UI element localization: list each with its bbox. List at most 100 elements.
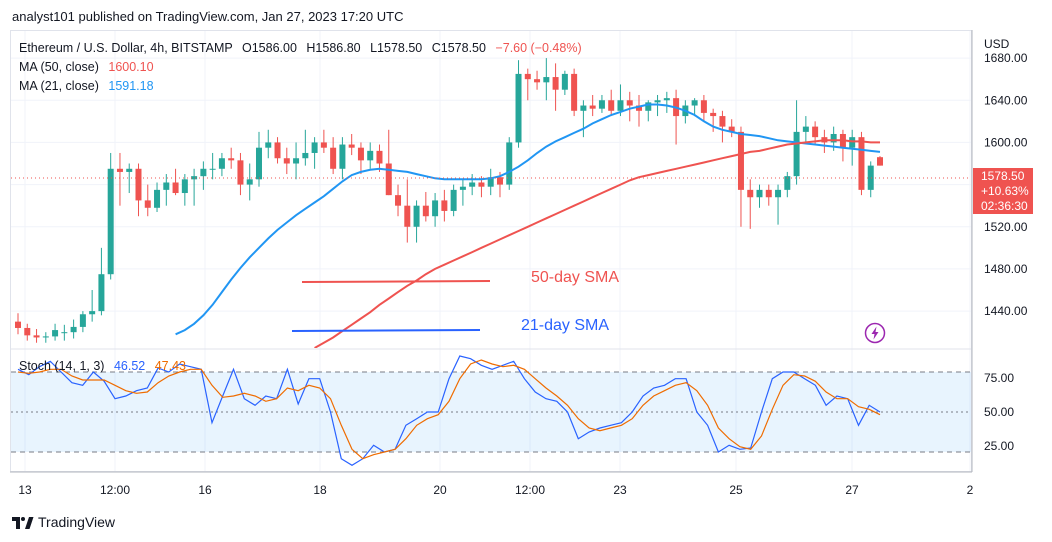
ohlc-close: C1578.50 bbox=[431, 41, 486, 55]
candle-body-78 bbox=[737, 131, 744, 190]
candle-body-82 bbox=[775, 189, 782, 198]
candle-body-35 bbox=[339, 144, 346, 169]
candle-body-18 bbox=[181, 179, 188, 194]
lightning-icon[interactable] bbox=[864, 322, 886, 344]
candle-8 bbox=[89, 290, 96, 322]
candle-62 bbox=[589, 94, 596, 117]
candle-93 bbox=[877, 156, 883, 166]
candle-10 bbox=[107, 152, 114, 280]
candle-body-74 bbox=[700, 100, 707, 113]
candle-body-16 bbox=[163, 182, 170, 190]
candle-body-56 bbox=[534, 79, 541, 83]
candle-body-86 bbox=[812, 126, 819, 138]
sma50-annotation: 50-day SMA bbox=[531, 269, 620, 286]
candle-9 bbox=[98, 247, 105, 316]
candle-53 bbox=[506, 137, 513, 190]
stoch-tick-1: 50.00 bbox=[984, 405, 1014, 419]
candle-0 bbox=[15, 313, 21, 335]
candle-body-26 bbox=[255, 147, 262, 180]
candle-68 bbox=[645, 100, 652, 122]
candle-13 bbox=[135, 163, 142, 217]
time-tick-6: 23 bbox=[613, 483, 627, 497]
candle-body-8 bbox=[89, 311, 96, 315]
candle-61 bbox=[580, 100, 587, 138]
candle-body-0 bbox=[15, 321, 21, 328]
stoch-lines-group bbox=[17, 355, 881, 467]
candle-body-57 bbox=[543, 77, 550, 83]
candle-38 bbox=[367, 142, 374, 169]
ma50-value: 1600.10 bbox=[108, 60, 154, 74]
ma21-legend-row: MA (21, close) 1591.18 bbox=[19, 77, 582, 96]
tradingview-logo-icon bbox=[12, 517, 34, 530]
candle-34 bbox=[330, 137, 337, 175]
candle-body-22 bbox=[218, 158, 225, 169]
candle-92 bbox=[867, 161, 874, 198]
candle-33 bbox=[320, 129, 327, 153]
candle-body-28 bbox=[274, 142, 281, 159]
candle-body-90 bbox=[849, 137, 856, 148]
candle-32 bbox=[311, 137, 318, 169]
candle-85 bbox=[802, 116, 809, 143]
candle-37 bbox=[357, 142, 364, 175]
candle-body-40 bbox=[385, 163, 392, 196]
candle-63 bbox=[598, 94, 605, 113]
currency-label: USD bbox=[984, 37, 1010, 51]
candle-body-49 bbox=[469, 182, 476, 187]
candle-body-33 bbox=[320, 142, 327, 148]
ma21-label: MA (21, close) bbox=[19, 79, 99, 93]
candle-body-85 bbox=[802, 126, 809, 132]
time-tick-4: 20 bbox=[433, 483, 447, 497]
candle-body-32 bbox=[311, 142, 318, 153]
candle-42 bbox=[404, 179, 411, 243]
ohlc-low: L1578.50 bbox=[370, 41, 423, 55]
candle-36 bbox=[348, 133, 355, 156]
candle-40 bbox=[385, 129, 392, 196]
candle-31 bbox=[302, 129, 309, 166]
price-axis: 1680.001640.001600.001560.001520.001480.… bbox=[984, 51, 1028, 453]
candle-64 bbox=[608, 89, 615, 117]
candle-body-59 bbox=[561, 73, 568, 90]
candle-24 bbox=[237, 152, 244, 196]
stoch-d-value: 47.43 bbox=[154, 359, 186, 373]
candle-17 bbox=[172, 168, 179, 196]
candle-47 bbox=[450, 184, 457, 217]
candle-1 bbox=[24, 323, 31, 341]
candle-76 bbox=[719, 110, 726, 143]
candle-71 bbox=[673, 89, 680, 145]
candle-60 bbox=[571, 68, 578, 117]
time-tick-8: 27 bbox=[845, 483, 859, 497]
candle-58 bbox=[552, 63, 559, 111]
candle-body-1 bbox=[24, 327, 31, 336]
candle-55 bbox=[524, 68, 531, 101]
candle-body-50 bbox=[478, 182, 485, 187]
candle-6 bbox=[70, 319, 77, 339]
price-tick-2: 1600.00 bbox=[984, 135, 1028, 149]
candle-73 bbox=[691, 98, 698, 117]
footer-brand[interactable]: TradingView bbox=[12, 514, 115, 530]
ohlc-open: O1586.00 bbox=[242, 41, 297, 55]
candle-body-66 bbox=[626, 100, 633, 106]
candle-body-55 bbox=[524, 73, 531, 80]
candle-35 bbox=[339, 137, 346, 180]
candle-body-36 bbox=[348, 144, 355, 148]
candle-2 bbox=[33, 329, 40, 343]
candle-80 bbox=[756, 184, 763, 208]
time-tick-0: 13 bbox=[18, 483, 32, 497]
candle-body-34 bbox=[330, 147, 337, 169]
candle-28 bbox=[274, 137, 281, 164]
last-price-percent: +10.63% bbox=[981, 184, 1029, 198]
last-price-tag: 1578.50 +10.63% 02:36:30 bbox=[973, 168, 1033, 214]
grid bbox=[11, 31, 971, 471]
candle-body-20 bbox=[200, 168, 207, 177]
candle-body-30 bbox=[293, 158, 300, 164]
candle-body-29 bbox=[283, 158, 290, 164]
candle-22 bbox=[218, 152, 225, 177]
candle-27 bbox=[265, 129, 272, 159]
candle-75 bbox=[710, 108, 717, 132]
candle-body-80 bbox=[756, 189, 763, 198]
price-tick-1: 1640.00 bbox=[984, 93, 1028, 107]
candles-group bbox=[15, 58, 883, 343]
candle-body-83 bbox=[784, 176, 791, 190]
candle-body-3 bbox=[42, 336, 49, 338]
